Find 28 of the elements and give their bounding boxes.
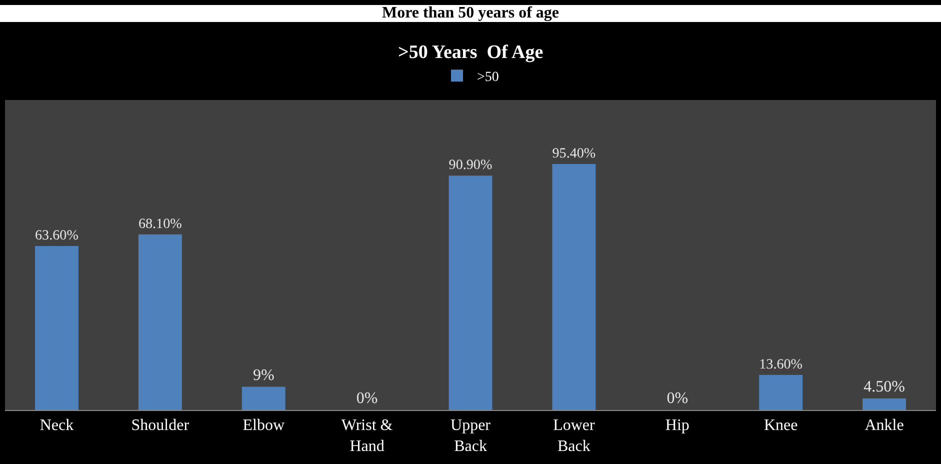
bar	[862, 398, 906, 410]
chart-title: More than 50 years of age	[382, 4, 559, 22]
x-tick-label: Knee	[764, 417, 798, 434]
data-label: 63.60%	[35, 227, 79, 244]
data-label: 68.10%	[138, 216, 182, 232]
chart-subtitle: >50 Years Of Age	[398, 42, 544, 63]
x-tick-label: Wrist & Hand	[341, 417, 394, 455]
x-tick-label: Hip	[665, 417, 690, 434]
legend-label: >50	[477, 70, 499, 86]
data-label: 90.90%	[448, 157, 492, 174]
bar	[552, 164, 596, 410]
bar	[759, 374, 803, 410]
bar	[448, 176, 492, 410]
x-tick-label: Elbow	[242, 417, 285, 434]
x-tick-label: Ankle	[864, 417, 904, 434]
bar	[35, 246, 78, 410]
bar	[138, 234, 182, 410]
x-tick-label: Lower Back	[553, 417, 596, 455]
x-tick-label: Neck	[40, 417, 74, 434]
x-tick-label: Shoulder	[131, 417, 190, 434]
data-label: 13.60%	[759, 356, 803, 372]
data-label: 95.40%	[552, 145, 596, 162]
data-label: 4.50%	[864, 378, 905, 396]
bar	[242, 386, 286, 410]
data-label: 0%	[356, 390, 378, 407]
data-label: 9%	[252, 366, 274, 384]
x-tick-label: Upper Back	[450, 417, 492, 455]
data-label: 0%	[666, 390, 688, 407]
